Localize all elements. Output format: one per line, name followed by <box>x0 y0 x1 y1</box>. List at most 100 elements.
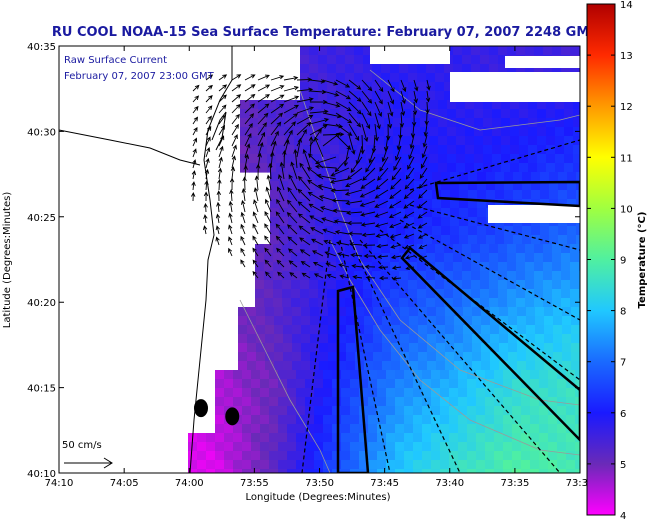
sst-cell <box>534 46 544 56</box>
sst-cell <box>372 82 382 92</box>
sst-cell <box>238 343 248 353</box>
sst-cell <box>323 442 333 452</box>
sst-cell <box>494 388 504 398</box>
current-vector <box>375 178 389 190</box>
sst-cell <box>566 388 576 398</box>
sst-cell <box>368 433 378 443</box>
sst-cell <box>537 118 547 128</box>
sst-cell <box>341 415 351 425</box>
sst-cell <box>422 433 432 443</box>
sst-cell <box>215 424 225 434</box>
sst-cell <box>458 379 468 389</box>
sst-cell <box>330 118 340 128</box>
sst-cell <box>260 388 270 398</box>
sst-cell <box>573 136 580 146</box>
sst-cell <box>300 253 310 263</box>
sst-cell <box>336 280 346 290</box>
sst-cell <box>566 469 576 473</box>
sst-cell <box>309 64 319 74</box>
velocity-scale-label: 50 cm/s <box>62 440 102 451</box>
sst-cell <box>501 154 511 164</box>
sst-cell <box>393 118 403 128</box>
current-vector <box>252 223 259 235</box>
sst-cell <box>418 352 428 362</box>
current-vector <box>375 233 389 238</box>
sst-cell <box>255 289 265 299</box>
current-vector <box>420 156 428 169</box>
current-vector <box>418 178 428 189</box>
sst-cell <box>386 442 396 452</box>
sst-cell <box>287 388 297 398</box>
sst-cell <box>305 379 315 389</box>
sst-cell <box>354 82 364 92</box>
sst-cell <box>269 379 279 389</box>
sst-cell <box>549 172 559 182</box>
sst-cell <box>571 334 580 344</box>
sst-cell <box>537 136 547 146</box>
sst-cell <box>372 298 382 308</box>
sst-cell <box>375 136 385 146</box>
sst-cell <box>300 280 310 290</box>
sst-cell <box>519 127 529 137</box>
current-vector <box>365 275 376 280</box>
current-vector <box>253 199 259 213</box>
sst-cell <box>306 217 316 227</box>
sst-cell <box>485 469 495 473</box>
sst-cell <box>318 271 328 281</box>
sst-cell <box>296 406 306 416</box>
sst-cell <box>321 127 331 137</box>
sst-cell <box>546 154 556 164</box>
sst-cell <box>432 172 442 182</box>
sst-cell <box>372 262 382 272</box>
current-vector <box>217 167 223 180</box>
survey-boxes <box>336 180 580 473</box>
sst-cell <box>233 469 243 473</box>
sst-cell <box>438 154 448 164</box>
current-vector <box>405 167 415 180</box>
sst-cell <box>395 424 405 434</box>
current-vector <box>404 255 415 260</box>
sst-cell <box>296 415 306 425</box>
sst-cell <box>432 235 442 245</box>
sst-cell <box>477 226 487 236</box>
sst-cell <box>390 73 400 83</box>
sst-cell <box>454 307 464 317</box>
current-vector <box>335 241 350 246</box>
sst-cell <box>215 370 225 380</box>
sst-cell <box>468 190 478 200</box>
sst-cell <box>440 379 450 389</box>
sst-cell <box>396 226 406 236</box>
sst-cell <box>413 379 423 389</box>
sst-cell <box>291 244 301 254</box>
sst-cell <box>197 433 207 443</box>
sst-cell <box>276 145 286 155</box>
sst-cell <box>564 154 574 164</box>
sst-cell <box>489 55 499 65</box>
sst-cell <box>350 406 360 416</box>
sst-field <box>188 46 580 473</box>
sst-cell <box>384 154 394 164</box>
sst-cell <box>255 253 265 263</box>
sst-cell <box>525 289 535 299</box>
current-vector <box>287 248 298 257</box>
current-vector <box>362 243 376 248</box>
sst-cell <box>255 244 265 254</box>
current-vector <box>333 219 350 224</box>
sst-cell <box>495 226 505 236</box>
sst-cell <box>561 271 571 281</box>
sst-cell <box>323 451 333 461</box>
sst-cell <box>438 145 448 155</box>
current-vector <box>231 134 238 147</box>
sst-cell <box>373 334 383 344</box>
sst-cell <box>501 109 511 119</box>
sst-cell <box>323 406 333 416</box>
current-vector <box>283 95 300 103</box>
sst-cell <box>534 271 544 281</box>
sst-cell <box>315 226 325 236</box>
sst-cell <box>224 370 234 380</box>
sst-cell <box>422 415 432 425</box>
sst-cell <box>391 343 401 353</box>
sst-cell <box>265 325 275 335</box>
sst-cell <box>312 118 322 128</box>
